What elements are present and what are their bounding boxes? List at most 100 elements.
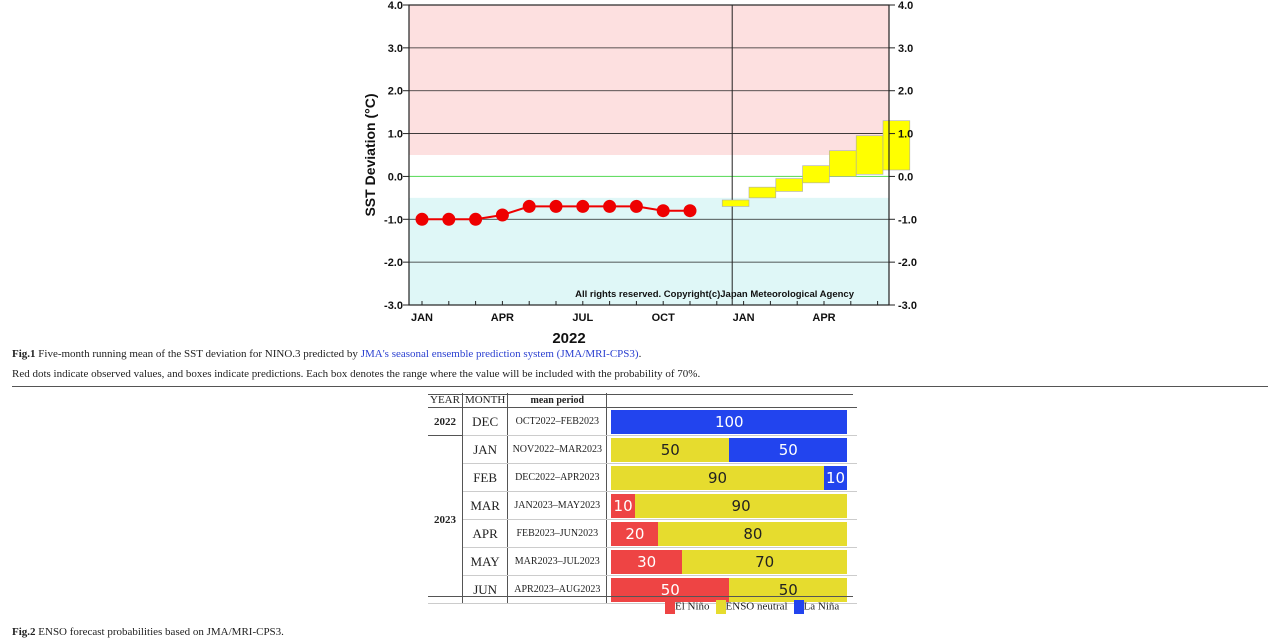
bar-segment-neutral: 50	[611, 437, 730, 462]
table-bottom-rule	[428, 596, 853, 597]
table-row: 2023 JAN NOV2022–MAR2023 50 50	[428, 435, 858, 604]
y-axis-label: SST Deviation (°C)	[362, 93, 378, 216]
observed-point	[603, 199, 617, 213]
bar-segment-elnino: 20	[611, 521, 659, 546]
probability-bar-cell: 100	[606, 407, 858, 436]
prediction-box	[882, 120, 911, 171]
mean-period-cell: JAN2023–MAY2023	[507, 491, 608, 520]
table-row: FEB DEC2022–APR2023 90 10	[428, 463, 858, 492]
y-tick-label-left: 4.0	[388, 0, 403, 12]
x-tick-label: JUL	[572, 312, 593, 324]
figure-1-caption: Fig.1 Five-month running mean of the SST…	[12, 348, 641, 360]
bar-segment-lanina: 10	[823, 465, 848, 490]
y-tick-label-right: -3.0	[898, 300, 917, 312]
mean-period-cell: DEC2022–APR2023	[507, 463, 608, 492]
bar-segment-elnino: 50	[611, 577, 730, 602]
table-row: MAY MAR2023–JUL2023 30 70	[428, 547, 858, 576]
observed-point	[629, 199, 643, 213]
enso-probability-table: YEAR MONTH mean period 2022 DEC OCT2022–FE…	[428, 393, 858, 604]
month-cell: MAR	[462, 491, 509, 520]
observed-point	[469, 212, 483, 226]
bar-segment-lanina: 100	[611, 409, 848, 434]
table-row: MAR JAN2023–MAY2023 10 90	[428, 491, 858, 520]
year-cell: 2023	[428, 435, 463, 604]
copyright-text: All rights reserved. Copyright(c)Japan M…	[575, 289, 855, 300]
legend: El Niño ENSO neutral La Niña	[665, 600, 839, 614]
legend-neutral: ENSO neutral	[715, 600, 788, 614]
probability-bar-cell: 10 90	[606, 491, 858, 520]
probability-bar: 20 80	[611, 521, 848, 546]
figure-2-caption: Fig.2 ENSO forecast probabilities based …	[12, 626, 284, 638]
mean-period-cell: APR2023–AUG2023	[507, 575, 608, 604]
observed-point	[656, 204, 670, 218]
x-tick-label: JAN	[733, 312, 755, 324]
prediction-box	[721, 199, 750, 207]
prediction-box	[829, 150, 857, 177]
y-tick-label-right: 3.0	[898, 43, 913, 55]
bar-segment-neutral: 90	[634, 493, 848, 518]
y-tick-label-left: 1.0	[388, 129, 403, 141]
probability-bar: 10 90	[611, 493, 848, 518]
observed-point	[549, 199, 563, 213]
el-nino-zone	[409, 5, 889, 155]
bar-segment-neutral: 70	[682, 549, 848, 574]
sst-deviation-chart: 4.0 4.0 3.0 3.0 2.0 2.0 1.0 1.0 0.0 0.0 -1.0 -1.0 -2…	[362, 0, 917, 345]
table-row: APR FEB2023–JUN2023 20 80	[428, 519, 858, 548]
mean-period-cell: MAR2023–JUL2023	[507, 547, 608, 576]
mean-period-cell: NOV2022–MAR2023	[507, 435, 608, 464]
mean-period-cell: OCT2022–FEB2023	[507, 407, 608, 436]
legend-neutral-label: ENSO neutral	[725, 600, 788, 613]
observed-point	[415, 212, 429, 226]
figure-1-label: Fig.1	[12, 348, 36, 360]
probability-bar: 50 50	[611, 577, 848, 602]
legend-neutral-swatch	[715, 600, 726, 614]
observed-point	[442, 212, 456, 226]
probability-bar-cell: 20 80	[606, 519, 858, 548]
header-mean-period: mean period	[507, 393, 608, 408]
observed-series	[415, 199, 697, 226]
probability-bar-cell: 30 70	[606, 547, 858, 576]
x-axis-year-label: 2022	[552, 330, 585, 345]
observed-point	[576, 199, 590, 213]
plot-frame	[408, 4, 890, 306]
axes: 4.0 4.0 3.0 3.0 2.0 2.0 1.0 1.0 0.0 0.0 -1.0 -1.0 -2…	[384, 0, 917, 324]
probability-bar: 90 10	[611, 465, 848, 490]
bar-segment-lanina: 50	[729, 437, 848, 462]
header-bar	[606, 393, 858, 408]
bar-segment-elnino: 10	[611, 493, 635, 518]
legend-lanina-label: La Niña	[803, 600, 840, 613]
x-tick-label: OCT	[652, 312, 676, 324]
y-tick-label-right: 2.0	[898, 86, 913, 98]
y-tick-label-left: 0.0	[388, 171, 403, 183]
observed-point	[683, 204, 697, 218]
plot-background	[409, 5, 889, 305]
y-tick-label-right: -2.0	[898, 257, 917, 269]
figure-1-description: Red dots indicate observed values, and b…	[12, 368, 701, 380]
x-tick-label: JAN	[411, 312, 433, 324]
prediction-box	[748, 186, 777, 199]
bar-segment-neutral: 50	[729, 577, 848, 602]
y-tick-label-right: 4.0	[898, 0, 913, 12]
probability-bar-cell: 50 50	[606, 575, 858, 604]
probability-bar: 100	[611, 409, 848, 434]
y-tick-label-left: -1.0	[384, 214, 403, 226]
y-tick-label-right: 1.0	[898, 129, 913, 141]
year-cell: 2022	[428, 407, 463, 436]
month-cell: FEB	[462, 463, 509, 492]
y-tick-label-left: -2.0	[384, 257, 403, 269]
prediction-box	[802, 165, 830, 184]
figure-2-label: Fig.2	[12, 626, 36, 638]
month-cell: DEC	[462, 407, 509, 436]
probability-bar-cell: 90 10	[606, 463, 858, 492]
legend-elnino-label: El Niño	[675, 600, 710, 613]
probability-bar: 50 50	[611, 437, 848, 462]
caption-1-text: Five-month running mean of the SST devia…	[35, 348, 361, 360]
x-tick-label: APR	[491, 312, 514, 324]
caption-2-text: ENSO forecast probabilities based on JMA…	[35, 626, 284, 638]
x-tick-label: APR	[812, 312, 835, 324]
y-tick-label-left: 2.0	[388, 86, 403, 98]
jma-system-link[interactable]: JMA's seasonal ensemble prediction syste…	[360, 348, 639, 360]
y-tick-label-left: 3.0	[388, 43, 403, 55]
la-nina-zone	[409, 197, 889, 305]
legend-elnino-swatch	[665, 600, 675, 614]
